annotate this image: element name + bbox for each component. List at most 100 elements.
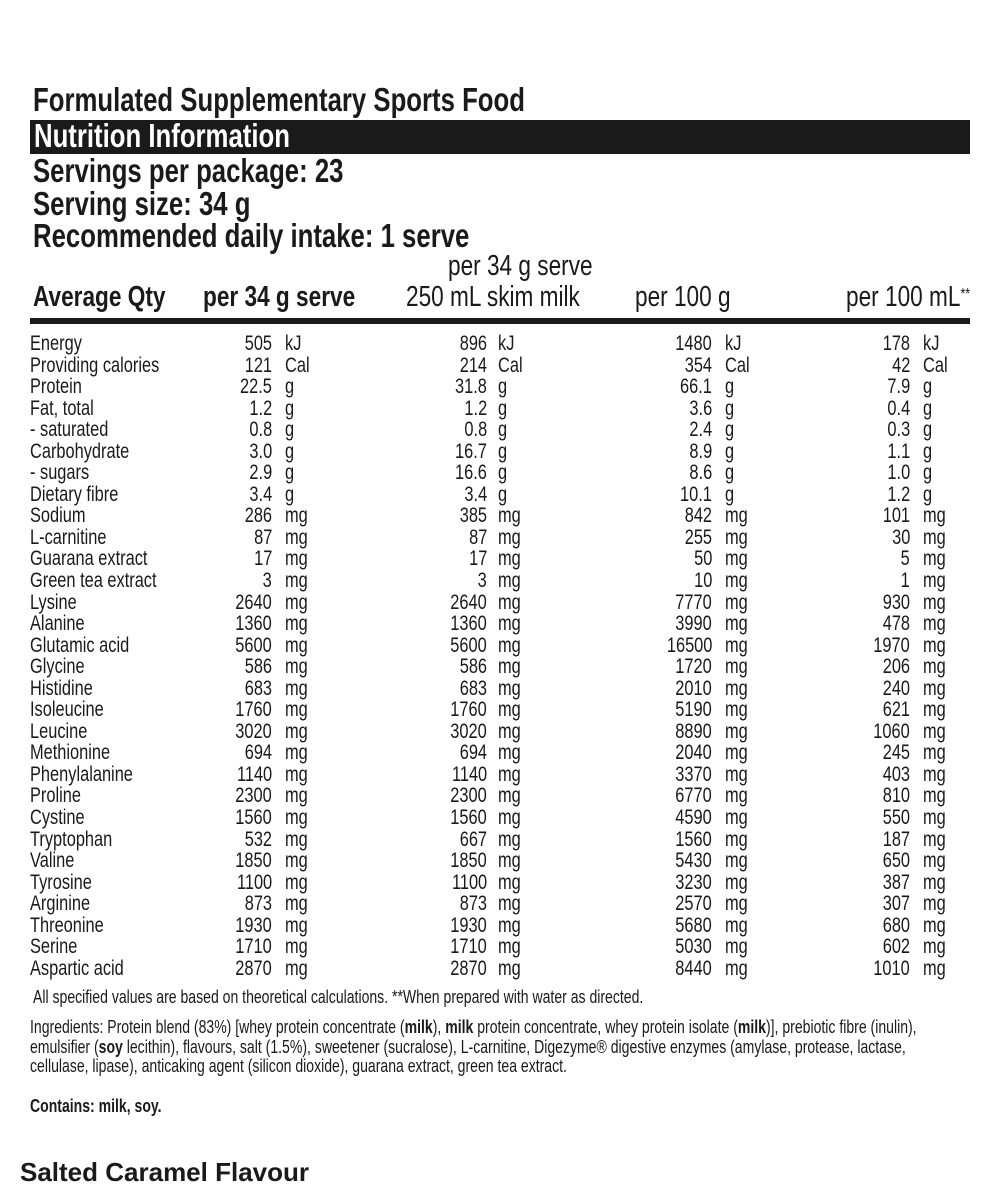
per-100g-value: 1480: [675, 332, 712, 355]
nutrient-name: Carbohydrate: [30, 439, 130, 463]
per-serve-unit: mg: [285, 590, 308, 614]
per-serve-milk-unit: g: [498, 375, 508, 399]
per-100g-unit: mg: [725, 504, 748, 528]
nutrient-name: Fat, total: [30, 396, 94, 420]
per-serve-milk-unit: g: [498, 418, 508, 442]
nutrient-name: Threonine: [30, 913, 104, 937]
per-serve-milk-unit: Cal: [498, 353, 523, 377]
per-serve-milk-value: 1850: [450, 849, 487, 873]
per-100g-unit: mg: [725, 719, 748, 743]
per-serve-value: 1710: [235, 935, 272, 959]
per-100g-value: 4590: [675, 806, 712, 830]
per-100g-value: 3990: [675, 612, 712, 636]
per-100g-value: 5430: [675, 849, 712, 873]
per-100g-unit: mg: [725, 762, 748, 786]
per-serve-unit: mg: [285, 569, 308, 593]
per-serve-milk-value: 3.4: [464, 482, 487, 506]
per-100ml-unit: mg: [923, 806, 946, 830]
per-serve-unit: mg: [285, 547, 308, 571]
per-serve-milk-value: 1710: [450, 935, 487, 959]
per-serve-value: 22.5: [240, 375, 272, 399]
allergen-word: milk: [445, 1017, 474, 1037]
header-per-100ml: per 100 mL**: [845, 281, 970, 313]
per-serve-value: 121: [244, 353, 272, 377]
table-row: Tyrosine 1100 mg 1100 mg 3230 mg 387 mg: [0, 870, 1000, 894]
per-100ml-value: 0.3: [887, 418, 910, 442]
ingredients-segment: )], prebiotic fibre (inulin), emulsifier…: [30, 1017, 917, 1057]
table-row: Serine 1710 mg 1710 mg 5030 mg 602 mg: [0, 936, 1000, 958]
per-100g-value: 2570: [675, 892, 712, 916]
nutrient-name: Glutamic acid: [30, 633, 130, 657]
ingredients-segment: lecithin), flavours, salt (1.5%), sweete…: [30, 1036, 906, 1076]
nutrient-name: L-carnitine: [30, 525, 107, 549]
header-per-serve: per 34 g serve: [203, 281, 356, 313]
per-serve-value: 1.2: [249, 396, 272, 420]
per-100g-value: 8.6: [689, 461, 712, 485]
per-100ml-unit: mg: [923, 719, 946, 743]
header-per-100g: per 100 g: [635, 281, 731, 313]
per-100g-unit: mg: [725, 935, 748, 959]
table-row: Guarana extract 17 mg 17 mg 50 mg 5 mg: [0, 548, 1000, 570]
per-serve-milk-unit: mg: [498, 913, 521, 937]
nutrition-banner: Nutrition Information: [30, 117, 970, 154]
per-100g-unit: mg: [725, 956, 748, 980]
table-row: - saturated 0.8 g 0.8 g 2.4 g 0.3 g: [0, 419, 1000, 441]
per-serve-milk-value: 1140: [451, 762, 487, 786]
table-row: Leucine 3020 mg 3020 mg 8890 mg 1060 mg: [0, 719, 1000, 743]
per-100ml-unit: mg: [923, 935, 946, 959]
per-serve-value: 532: [244, 827, 272, 851]
nutrient-name: Sodium: [30, 504, 86, 528]
per-serve-unit: Cal: [285, 353, 310, 377]
per-serve-milk-unit: kJ: [498, 332, 515, 355]
per-100g-value: 8440: [675, 956, 712, 980]
per-serve-milk-unit: mg: [498, 504, 521, 528]
per-100g-value: 2.4: [689, 418, 712, 442]
per-100g-value: 5680: [675, 913, 712, 937]
per-serve-milk-value: 0.8: [464, 418, 487, 442]
per-100g-unit: kJ: [725, 332, 742, 355]
per-100g-unit: mg: [725, 784, 748, 808]
per-100g-value: 3230: [675, 870, 712, 894]
per-serve-milk-value: 1560: [450, 806, 487, 830]
per-serve-unit: mg: [285, 698, 308, 722]
per-serve-unit: mg: [285, 655, 308, 679]
per-100g-unit: mg: [725, 547, 748, 571]
per-100ml-unit: mg: [923, 633, 946, 657]
per-serve-milk-value: 17: [468, 547, 487, 571]
per-100ml-unit: mg: [923, 870, 946, 894]
per-serve-value: 1560: [235, 806, 272, 830]
per-serve-unit: mg: [285, 633, 308, 657]
table-row: Carbohydrate 3.0 g 16.7 g 8.9 g 1.1 g: [0, 439, 1000, 463]
table-row: Fat, total 1.2 g 1.2 g 3.6 g 0.4 g: [0, 396, 1000, 420]
per-100ml-unit: g: [923, 418, 933, 442]
per-serve-value: 87: [253, 525, 272, 549]
nutrient-name: Protein: [30, 375, 82, 399]
per-100ml-value: 1.0: [887, 461, 910, 485]
per-serve-unit: kJ: [285, 332, 302, 355]
per-serve-milk-unit: mg: [498, 806, 521, 830]
per-serve-unit: mg: [285, 612, 308, 636]
per-serve-milk-unit: mg: [498, 698, 521, 722]
per-100g-unit: g: [725, 461, 735, 485]
nutrient-name: - sugars: [30, 461, 90, 485]
per-100ml-unit: mg: [923, 913, 946, 937]
per-serve-unit: mg: [285, 935, 308, 959]
per-serve-value: 2870: [235, 956, 272, 980]
table-row: Sodium 286 mg 385 mg 842 mg 101 mg: [0, 505, 1000, 527]
per-serve-unit: mg: [285, 870, 308, 894]
per-100ml-unit: mg: [923, 892, 946, 916]
per-serve-unit: mg: [285, 525, 308, 549]
per-serve-milk-value: 31.8: [455, 375, 487, 399]
table-row: Arginine 873 mg 873 mg 2570 mg 307 mg: [0, 893, 1000, 915]
per-100ml-value: 1060: [873, 719, 910, 743]
nutrient-name: Aspartic acid: [30, 956, 124, 980]
per-serve-milk-unit: mg: [498, 870, 521, 894]
per-serve-unit: g: [285, 396, 295, 420]
per-serve-unit: mg: [285, 784, 308, 808]
per-100g-unit: mg: [725, 913, 748, 937]
per-100g-value: 1720: [675, 655, 712, 679]
per-100g-unit: mg: [725, 892, 748, 916]
nutrient-name: Isoleucine: [30, 698, 104, 722]
per-100ml-unit: g: [923, 439, 933, 463]
nutrient-name: Methionine: [30, 741, 111, 765]
